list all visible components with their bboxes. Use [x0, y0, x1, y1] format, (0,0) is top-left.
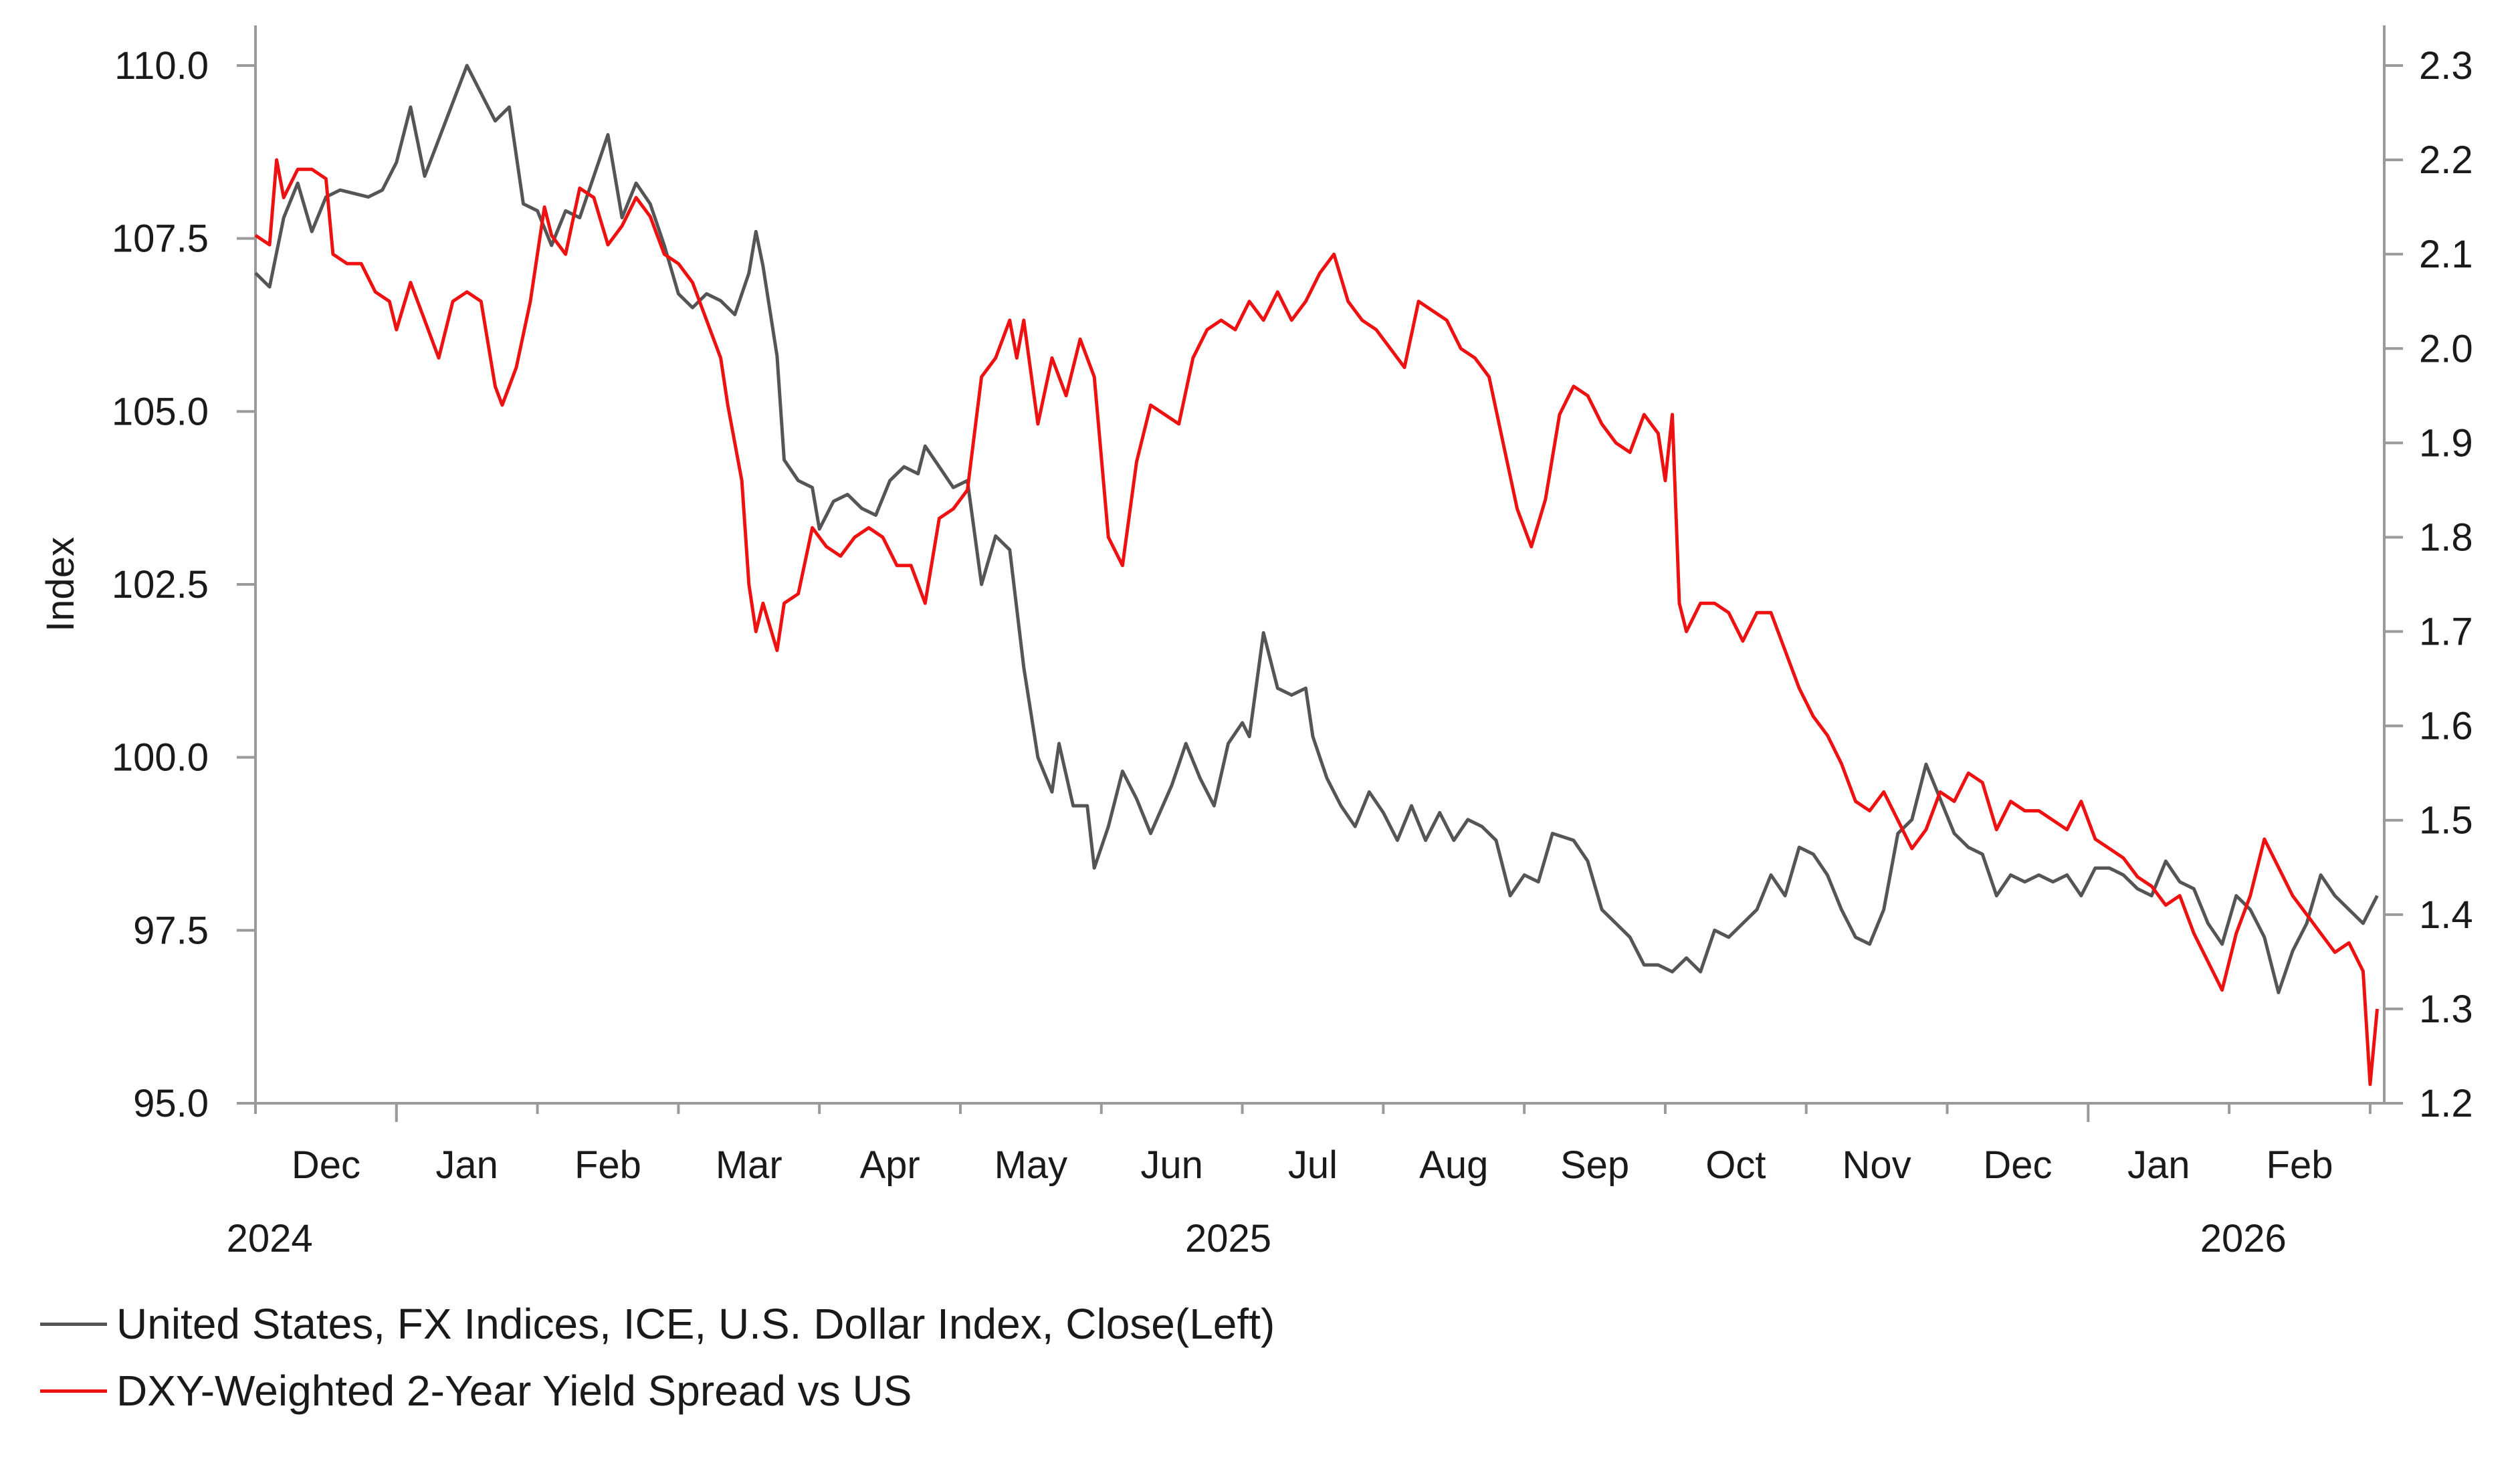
x-month-label: Mar: [716, 1143, 782, 1187]
right-tick-label: 2.3: [2419, 44, 2473, 88]
x-month-label: Jul: [1288, 1143, 1338, 1187]
x-month-label: Jan: [2127, 1143, 2190, 1187]
x-month-label: Feb: [574, 1143, 641, 1187]
chart: 110.0 107.5 105.0 102.5 100.0 97.5 95.0 2.3 2.2 2…: [39, 25, 2473, 1260]
legend-swatch-spread: [40, 1389, 107, 1393]
x-year-label: 2026: [2200, 1217, 2287, 1260]
right-tick-label: 1.4: [2419, 893, 2473, 937]
x-month-label: Jan: [435, 1143, 498, 1187]
right-tick-label: 1.3: [2419, 988, 2473, 1031]
right-tick-label: 1.5: [2419, 799, 2473, 842]
right-tick-label: 2.1: [2419, 233, 2473, 276]
x-month-label: Dec: [292, 1143, 360, 1187]
left-tick-label: 110.0: [114, 44, 209, 88]
left-tick-label: 100.0: [112, 736, 209, 780]
legend-swatch-dxy: [40, 1322, 107, 1326]
series-layer: [254, 64, 2379, 1087]
right-tick-label: 1.7: [2419, 610, 2473, 654]
left-tick-label: 105.0: [112, 390, 209, 433]
series-line-yield-spread: [254, 158, 2379, 1087]
left-tick-label: 107.5: [112, 217, 209, 261]
legend-item-dxy: United States, FX Indices, ICE, U.S. Dol…: [40, 1290, 1275, 1357]
left-tick-label: 97.5: [133, 909, 209, 952]
x-month-label: Sep: [1560, 1143, 1629, 1187]
legend: United States, FX Indices, ICE, U.S. Dol…: [40, 1290, 1275, 1424]
x-month-label: Oct: [1705, 1143, 1766, 1187]
left-tick-label: 102.5: [112, 563, 209, 606]
left-tick-label: 95.0: [133, 1082, 209, 1125]
labels-layer: 110.0 107.5 105.0 102.5 100.0 97.5 95.0 2.3 2.2 2…: [39, 44, 2473, 1260]
right-tick-label: 1.2: [2419, 1082, 2473, 1125]
series-line-dxy: [254, 64, 2379, 994]
x-month-label: Jun: [1140, 1143, 1203, 1187]
legend-label-spread: DXY-Weighted 2-Year Yield Spread vs US: [116, 1367, 912, 1415]
right-tick-label: 2.2: [2419, 138, 2473, 182]
y-axis-title: Index: [39, 537, 82, 632]
x-month-label: Aug: [1419, 1143, 1488, 1187]
x-year-label: 2024: [227, 1217, 313, 1260]
x-month-label: Dec: [1983, 1143, 2052, 1187]
right-tick-label: 1.8: [2419, 516, 2473, 559]
right-tick-label: 1.9: [2419, 421, 2473, 465]
x-month-label: Nov: [1843, 1143, 1911, 1187]
x-month-label: Feb: [2267, 1143, 2333, 1187]
x-year-label: 2025: [1185, 1217, 1271, 1260]
x-month-label: Apr: [859, 1143, 920, 1187]
right-tick-label: 1.6: [2419, 705, 2473, 748]
legend-label-dxy: United States, FX Indices, ICE, U.S. Dol…: [116, 1300, 1275, 1348]
axes-layer: [237, 25, 2403, 1122]
right-tick-label: 2.0: [2419, 327, 2473, 370]
x-month-label: May: [994, 1143, 1068, 1187]
legend-item-spread: DXY-Weighted 2-Year Yield Spread vs US: [40, 1357, 1275, 1424]
